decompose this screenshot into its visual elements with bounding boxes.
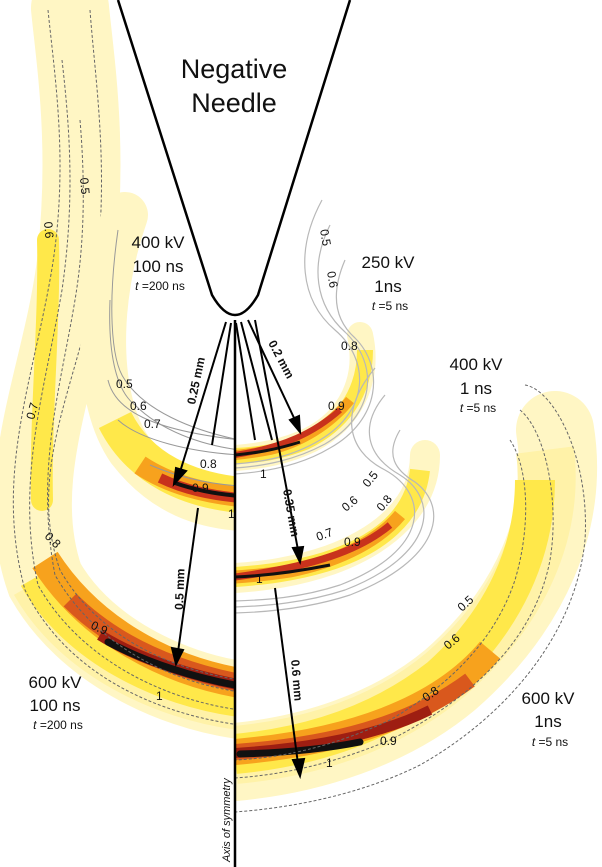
svg-text:0.6: 0.6 (324, 270, 341, 289)
svg-text:600 kV: 600 kV (29, 673, 83, 692)
contours-600kv-1ns (235, 384, 586, 813)
svg-text:0.6: 0.6 (130, 399, 147, 413)
label-600kv-100ns: 600 kV 100 ns t =200 ns 0.5 mm 0.5 0.6 0… (23, 177, 187, 732)
svg-text:t =5 ns: t =5 ns (460, 401, 496, 415)
svg-text:600 kV: 600 kV (522, 689, 576, 708)
svg-text:1ns: 1ns (374, 277, 401, 296)
svg-text:t =5 ns: t =5 ns (372, 299, 408, 313)
distance-0.35mm: 0.35 mm (280, 488, 302, 538)
svg-text:0.9: 0.9 (380, 734, 397, 748)
svg-text:0.5: 0.5 (116, 377, 133, 391)
svg-text:1ns: 1ns (534, 712, 561, 731)
distance-0.2mm: 0.2 mm (265, 338, 297, 381)
field-600kv-1ns (235, 391, 597, 801)
svg-text:1 ns: 1 ns (460, 379, 492, 398)
distance-0.6mm: 0.6 mm (288, 659, 306, 701)
needle-label-line2: Needle (191, 88, 277, 118)
svg-text:100 ns: 100 ns (132, 257, 183, 276)
svg-text:1: 1 (326, 756, 333, 770)
needle-label-line1: Negative (181, 54, 288, 84)
svg-text:400 kV: 400 kV (450, 355, 504, 374)
svg-text:0.5: 0.5 (360, 468, 382, 490)
axis-label: Axis of symmetry (221, 777, 233, 863)
svg-text:0.6: 0.6 (41, 221, 56, 239)
svg-text:0.9: 0.9 (192, 481, 209, 495)
arrows (170, 319, 306, 780)
distance-0.25mm: 0.25 mm (184, 356, 208, 406)
label-600kv-1ns: 600 kV 1ns t =5 ns 0.6 mm 0.5 0.6 0.8 0.… (288, 592, 575, 770)
svg-text:0.9: 0.9 (328, 399, 345, 413)
contours-600kv-100ns (12, 9, 235, 725)
svg-text:100 ns: 100 ns (29, 696, 80, 715)
field-400kv-1ns (235, 440, 440, 593)
svg-text:t =5 ns: t =5 ns (532, 735, 568, 749)
svg-text:t =200 ns: t =200 ns (33, 718, 83, 732)
distance-0.5mm: 0.5 mm (172, 568, 187, 610)
svg-text:1: 1 (228, 507, 235, 521)
svg-text:0.8: 0.8 (341, 339, 358, 353)
svg-text:t =200 ns: t =200 ns (135, 279, 185, 293)
negative-needle: Negative Needle (116, 0, 352, 317)
svg-text:1: 1 (156, 689, 163, 703)
svg-text:1: 1 (260, 467, 267, 481)
svg-text:0.7: 0.7 (23, 401, 41, 421)
svg-text:0.9: 0.9 (89, 618, 110, 638)
svg-text:0.5: 0.5 (317, 228, 334, 247)
field-600kv-100ns (0, 0, 235, 739)
svg-text:0.7: 0.7 (144, 417, 161, 431)
contours-250kv-1ns (235, 199, 375, 475)
contours-400kv-1ns (235, 367, 435, 614)
svg-text:0.6: 0.6 (339, 493, 361, 515)
svg-text:0.8: 0.8 (200, 457, 217, 471)
svg-text:0.9: 0.9 (344, 535, 361, 549)
label-250kv-1ns: 250 kV 1ns t =5 ns 0.2 mm 0.5 0.6 0.8 0.… (260, 228, 415, 481)
svg-text:0.5: 0.5 (77, 177, 92, 195)
svg-text:1: 1 (256, 572, 263, 586)
field-400kv-100ns (80, 192, 235, 531)
svg-text:250 kV: 250 kV (362, 253, 416, 272)
svg-text:400 kV: 400 kV (132, 233, 186, 252)
svg-text:0.7: 0.7 (314, 525, 335, 544)
